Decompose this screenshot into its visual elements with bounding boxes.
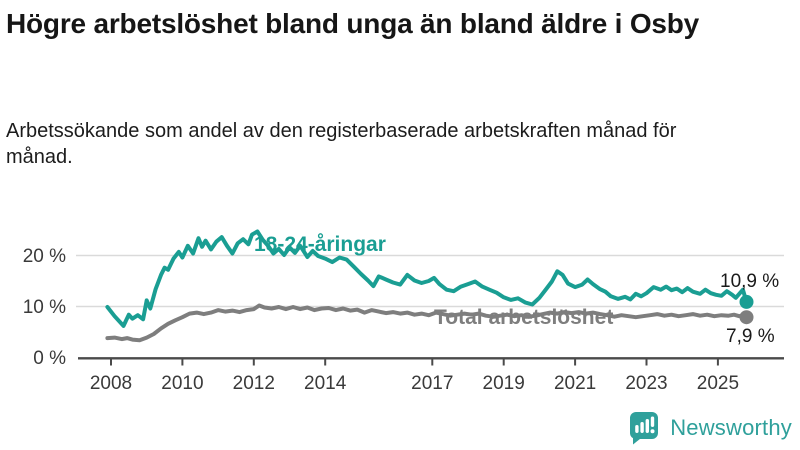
brand-name: Newsworthy	[670, 415, 792, 440]
x-axis-label-2012: 2012	[233, 373, 275, 394]
y-axis-label-10: 10 %	[23, 297, 66, 318]
y-axis-label-0: 0 %	[33, 348, 66, 369]
x-axis-label-2025: 2025	[697, 373, 739, 394]
x-axis-label-2023: 2023	[625, 373, 667, 394]
series-label-total: Total arbetslöshet	[434, 306, 613, 329]
x-axis-label-2019: 2019	[483, 373, 525, 394]
newsworthy-logo-icon	[630, 412, 659, 445]
x-axis-label-2014: 2014	[304, 373, 347, 394]
chart-line-total	[105, 303, 749, 343]
end-value-label-total: 7,9 %	[726, 326, 775, 347]
x-axis-label-2008: 2008	[90, 373, 132, 394]
end-value-label-youth-18-24: 10,9 %	[720, 271, 779, 292]
newsworthy-branding: Newsworthy	[628, 411, 792, 445]
end-dot-youth-18-24	[739, 294, 754, 309]
page-title: Högre arbetslöshet bland unga än bland ä…	[6, 8, 700, 39]
x-axis-label-2021: 2021	[554, 373, 596, 394]
x-axis-label-2010: 2010	[161, 373, 203, 394]
x-axis-label-2017: 2017	[411, 373, 453, 394]
series-label-youth-18-24: 18-24-åringar	[254, 233, 386, 256]
y-axis-label-20: 20 %	[23, 246, 66, 267]
chart-subtitle: Arbetssökande som andel av den registerb…	[6, 120, 677, 169]
end-dot-total	[739, 310, 754, 325]
chart-line-youth-18-24	[105, 229, 749, 328]
